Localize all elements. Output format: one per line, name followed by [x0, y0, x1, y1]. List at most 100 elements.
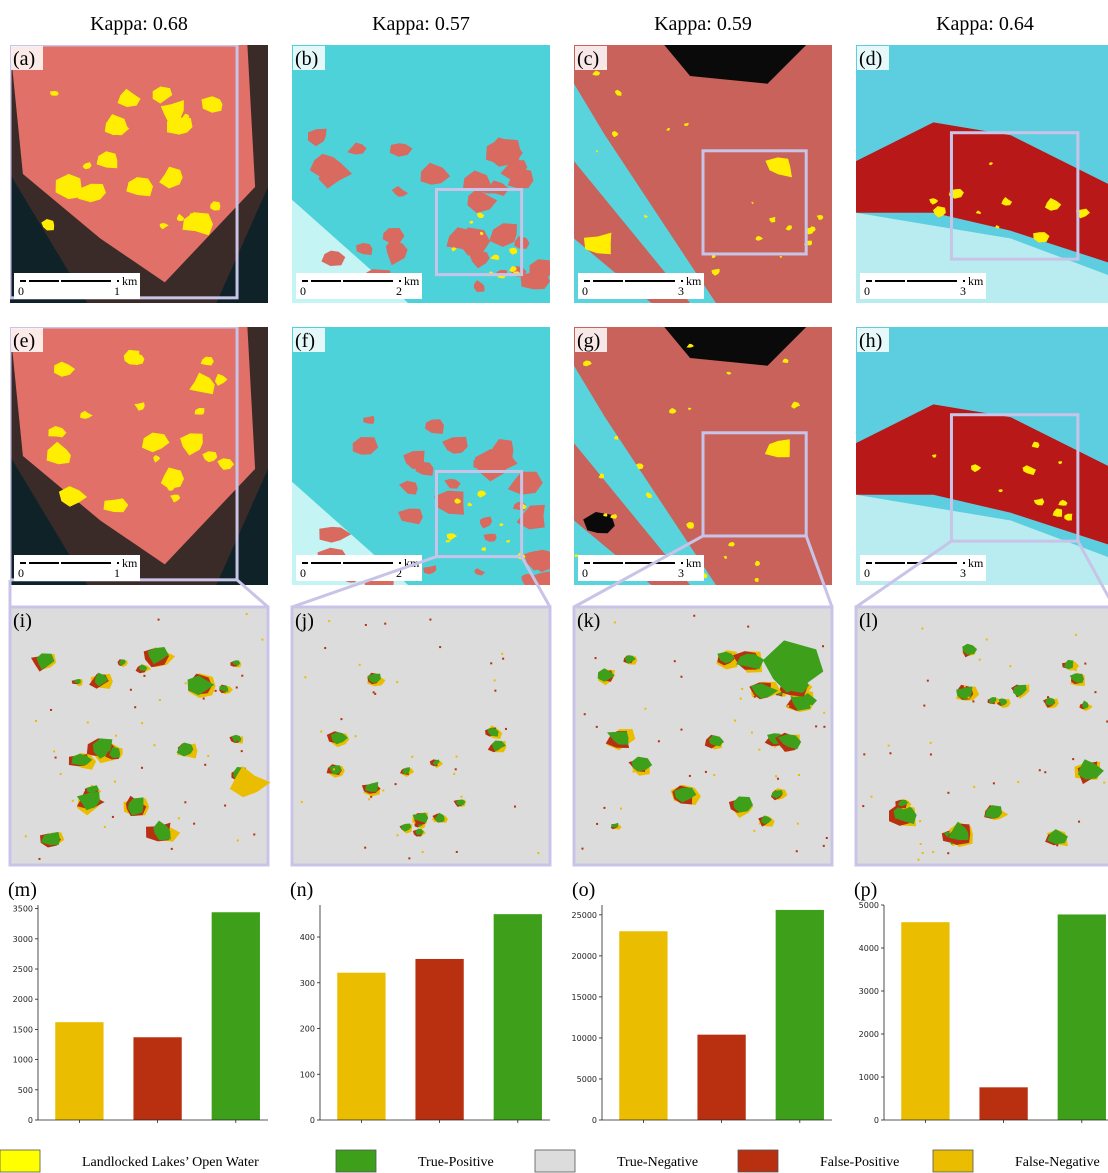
speck	[494, 690, 496, 692]
legend-swatch	[336, 1150, 376, 1172]
scale-zero: 0	[300, 566, 306, 580]
satellite-image	[292, 45, 555, 303]
y-tick-label: 25000	[572, 911, 597, 920]
speck	[922, 852, 924, 854]
scale-unit: km	[122, 556, 138, 570]
speck	[461, 796, 463, 798]
speck	[775, 775, 777, 777]
speck	[53, 750, 55, 752]
satellite-image	[292, 327, 566, 594]
speck	[537, 852, 539, 854]
speck	[1094, 691, 1096, 693]
column-title: Kappa: 0.64	[936, 13, 1034, 35]
speck	[364, 847, 366, 849]
speck	[633, 771, 635, 773]
speck	[923, 705, 925, 707]
speck	[921, 628, 923, 630]
speck	[237, 840, 239, 842]
bar	[901, 922, 949, 1120]
speck	[490, 662, 492, 664]
column-title: Kappa: 0.57	[372, 13, 470, 35]
speck	[822, 645, 824, 647]
speck	[917, 859, 919, 861]
y-tick-label: 2000	[13, 995, 33, 1004]
bar	[212, 912, 260, 1120]
speck	[236, 686, 238, 688]
satellite-image	[574, 45, 832, 303]
speck	[603, 807, 605, 809]
speck	[115, 735, 117, 737]
speck	[432, 818, 434, 820]
speck	[584, 713, 586, 715]
legend-swatch	[933, 1150, 973, 1172]
y-tick-label: 1000	[859, 1073, 879, 1082]
bar	[697, 1035, 745, 1120]
speck	[143, 675, 145, 677]
panel-label: (b)	[295, 48, 318, 70]
panel-label: (d)	[859, 48, 882, 70]
speck	[25, 835, 27, 837]
speck	[964, 685, 966, 687]
y-tick-label: 3000	[13, 935, 33, 944]
speck	[754, 696, 756, 698]
speck	[826, 837, 828, 839]
speck	[158, 619, 160, 621]
speck	[947, 792, 949, 794]
speck	[930, 742, 932, 744]
speck	[596, 823, 598, 825]
scale-bar: 01km	[14, 273, 140, 299]
speck	[972, 700, 974, 702]
speck	[207, 755, 209, 757]
speck	[130, 689, 132, 691]
panel-label: (k)	[577, 610, 600, 632]
speck	[72, 800, 74, 802]
speck	[502, 658, 504, 660]
bar	[494, 914, 542, 1120]
scale-bar: 03km	[578, 273, 704, 299]
panel-label: (f)	[295, 330, 315, 352]
scale-unit: km	[968, 274, 984, 288]
speck	[920, 843, 922, 845]
column-title: Kappa: 0.68	[90, 13, 188, 35]
bar	[979, 1087, 1027, 1120]
speck	[596, 726, 598, 728]
satellite-image	[10, 45, 268, 303]
panel-label: (h)	[859, 330, 882, 352]
speck	[456, 756, 458, 758]
y-tick-label: 0	[310, 1116, 315, 1125]
speck	[304, 676, 306, 678]
speck	[408, 857, 410, 859]
speck	[429, 619, 431, 621]
classification-map	[856, 607, 1108, 865]
speck	[713, 774, 715, 776]
speck	[740, 698, 742, 700]
speck	[1075, 634, 1077, 636]
speck	[355, 735, 357, 737]
scale-unit: km	[404, 274, 420, 288]
y-tick-label: 20000	[572, 952, 597, 961]
scale-length: 3	[678, 566, 684, 580]
speck	[178, 817, 180, 819]
satellite-image	[10, 327, 268, 585]
speck	[261, 639, 263, 641]
speck	[456, 851, 458, 853]
speck	[439, 646, 441, 648]
speck	[674, 660, 676, 662]
speck	[823, 726, 825, 728]
speck	[159, 699, 161, 701]
speck	[658, 740, 660, 742]
legend-label: True-Negative	[617, 1155, 698, 1170]
speck	[368, 798, 370, 800]
speck	[154, 744, 156, 746]
speck	[973, 786, 975, 788]
speck	[35, 720, 37, 722]
y-tick-label: 15000	[572, 993, 597, 1002]
y-tick-label: 3000	[859, 987, 879, 996]
speck	[747, 626, 749, 628]
speck	[320, 731, 322, 733]
y-tick-label: 100	[300, 1070, 315, 1079]
scale-zero: 0	[582, 566, 588, 580]
scale-unit: km	[122, 274, 138, 288]
speck	[141, 767, 143, 769]
land	[521, 272, 551, 290]
